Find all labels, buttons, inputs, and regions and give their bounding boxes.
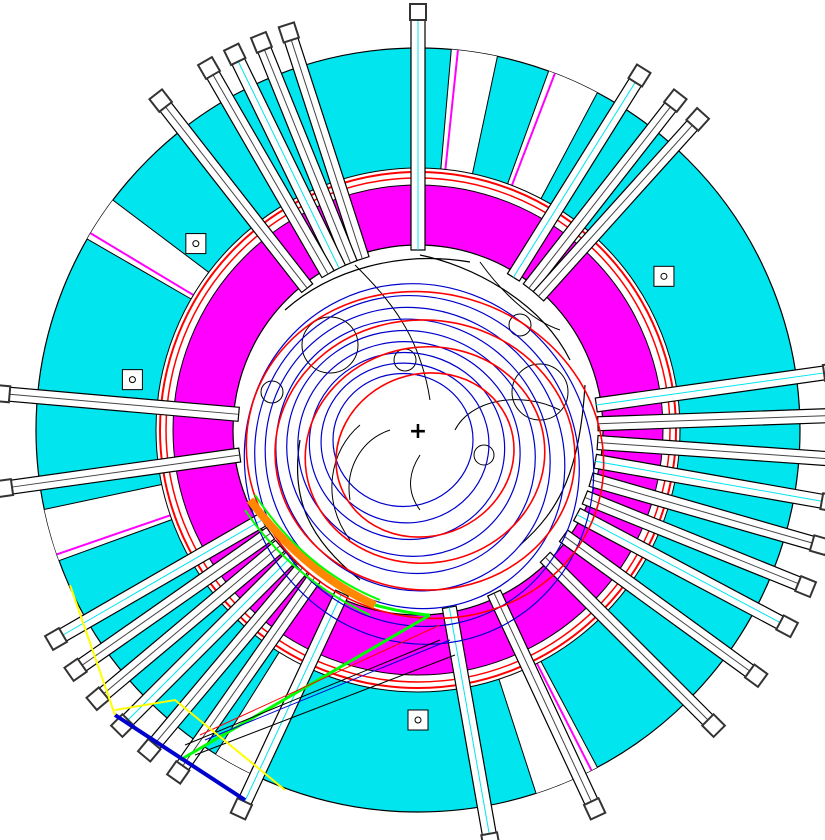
port-axis-2 <box>263 49 352 264</box>
orbit-blue-3 <box>297 341 521 557</box>
port-flange-15 <box>774 614 800 639</box>
port-axis-8 <box>538 124 693 297</box>
tab-0 <box>185 233 207 255</box>
port-flange-5 <box>148 87 174 114</box>
mounting-tabs <box>121 233 675 731</box>
port-flange-1 <box>277 21 301 44</box>
port-flange-21 <box>109 712 136 739</box>
orbit-red-0 <box>335 372 515 538</box>
tab-hole-1 <box>660 272 668 280</box>
tab-hole-0 <box>192 240 200 248</box>
port-flange-24 <box>43 626 69 652</box>
port-axis-5 <box>165 106 308 289</box>
port-axis-27 <box>448 607 490 834</box>
port-axis-18 <box>244 592 343 802</box>
beam-ports <box>0 3 825 840</box>
port-axis-21 <box>127 556 292 721</box>
port-axis-4 <box>212 74 329 275</box>
port-axis-1 <box>290 39 363 259</box>
port-flange-12 <box>819 492 825 514</box>
yoke-gap-edge-0 <box>444 48 463 170</box>
port-flange-4 <box>196 55 222 81</box>
port-flange-0 <box>409 3 427 21</box>
port-axis-3 <box>237 61 340 269</box>
port-flange-7 <box>662 87 688 114</box>
port-axis-6 <box>512 82 636 278</box>
port-axis-10 <box>597 415 825 425</box>
crosshair-icon: + <box>409 419 427 444</box>
center-mark: + <box>409 419 427 444</box>
extraction-channel <box>69 494 456 802</box>
port-axis-28 <box>493 592 592 802</box>
port-flange-19 <box>165 759 191 785</box>
port-axis-23 <box>81 532 271 666</box>
port-flange-8 <box>684 106 711 133</box>
tab-2 <box>407 709 429 731</box>
orbit-red-3 <box>245 290 605 620</box>
port-flange-27 <box>480 831 502 840</box>
port-flange-3 <box>222 42 247 67</box>
port-axis-9 <box>596 372 825 406</box>
port-flange-25 <box>0 478 15 499</box>
orbit-blue-8 <box>243 283 595 645</box>
tab-3 <box>121 369 143 391</box>
port-axis-19 <box>182 577 316 767</box>
orbit-blue-7 <box>254 294 580 628</box>
port-axis-16 <box>563 535 750 672</box>
port-axis-22 <box>103 545 281 694</box>
port-flange-14 <box>793 574 818 599</box>
port-axis-25 <box>11 454 240 488</box>
port-flange-28 <box>582 796 607 821</box>
port-axis-11 <box>597 442 825 459</box>
port-axis-14 <box>584 496 799 585</box>
port-axis-7 <box>528 106 671 289</box>
orbit-red-1 <box>304 345 546 565</box>
tab-hole-2 <box>414 716 422 724</box>
port-axis-24 <box>62 519 263 636</box>
port-flange-2 <box>249 30 274 55</box>
orbit-blue-1 <box>320 362 490 524</box>
port-flange-9 <box>821 361 825 382</box>
orbit-blue-0 <box>332 372 474 508</box>
tab-hole-3 <box>128 376 136 384</box>
port-axis-12 <box>595 460 822 502</box>
port-flange-23 <box>63 657 89 683</box>
orbit-red-2 <box>274 319 576 591</box>
port-axis-26 <box>9 393 239 415</box>
port-axis-15 <box>576 514 781 623</box>
port-flange-22 <box>85 686 111 712</box>
port-flange-18 <box>229 796 254 821</box>
port-axis-20 <box>154 567 303 745</box>
port-flange-16 <box>743 663 769 689</box>
port-axis-13 <box>590 479 813 544</box>
orbit-blue-4 <box>286 329 536 575</box>
port-flange-6 <box>627 63 652 88</box>
tab-1 <box>653 265 675 287</box>
port-axis-17 <box>544 556 709 721</box>
port-flange-26 <box>0 383 12 404</box>
port-flange-20 <box>136 737 162 763</box>
port-flange-17 <box>700 712 727 739</box>
